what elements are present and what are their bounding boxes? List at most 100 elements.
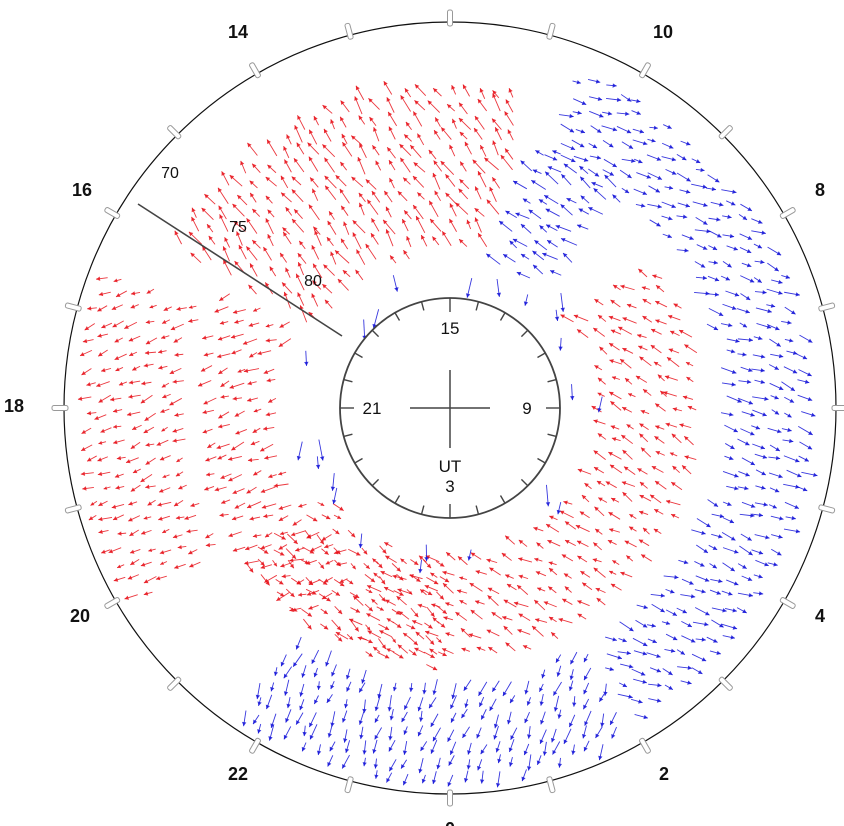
red-vector-head (98, 352, 103, 357)
blue-vector-head (732, 608, 737, 613)
red-vector-head (368, 639, 373, 644)
red-vector-head (172, 379, 177, 384)
red-vector-head (565, 540, 570, 544)
red-vector-head (686, 376, 691, 381)
blue-vector-head (580, 176, 585, 182)
red-vector-head (486, 558, 491, 563)
blue-vector-head (733, 428, 738, 433)
blue-vector-head (642, 623, 648, 628)
inner-tick (499, 495, 506, 504)
red-vector-head (355, 85, 360, 91)
red-vector-head (474, 127, 479, 133)
blue-vector-head (652, 639, 657, 644)
blue-vector-head (578, 208, 584, 213)
red-vector-head (597, 433, 603, 438)
red-vector-head (354, 626, 359, 632)
blue-vector-head (702, 184, 707, 189)
red-vector-head (230, 334, 236, 339)
red-vector-head (470, 552, 476, 557)
blue-vector-head (403, 730, 408, 735)
red-vector-head (341, 133, 346, 139)
blue-vector-head (417, 731, 422, 737)
blue-vector-head (774, 488, 780, 493)
blue-vector-head (313, 672, 318, 678)
red-vector-head (366, 626, 371, 631)
blue-vector-head (342, 763, 347, 769)
red-vector-head (412, 620, 417, 625)
blue-vector-head (626, 650, 631, 656)
red-vector-head (610, 299, 616, 305)
blue-vector-head (795, 292, 800, 297)
red-vector-head (352, 220, 358, 225)
red-vector-head (159, 456, 165, 461)
blue-vector-head (627, 173, 632, 178)
red-vector-head (443, 616, 448, 621)
red-vector-head (397, 191, 403, 196)
blue-vector-head (560, 204, 566, 209)
blue-vector-head (714, 292, 720, 297)
red-vector-head (470, 609, 476, 615)
red-vector-head (629, 526, 634, 531)
red-vector-head (486, 199, 492, 205)
red-vector-head (77, 396, 83, 401)
blue-vector-head (642, 642, 648, 647)
blue-vector-head (735, 338, 740, 344)
red-vector-head (354, 96, 359, 101)
blue-vector-head (671, 203, 676, 209)
blue-vector-head (557, 763, 563, 768)
red-vector-head (114, 338, 120, 343)
red-vector-head (385, 599, 390, 604)
red-vector-head (313, 263, 318, 269)
blue-vector-head (745, 309, 750, 314)
red-vector-head (517, 585, 522, 590)
red-vector-head (292, 607, 298, 612)
blue-vector-head (764, 562, 769, 567)
red-vector-head (428, 624, 433, 629)
blue-vector-head (316, 685, 321, 690)
red-vector-head (339, 506, 344, 511)
red-vector-head (158, 516, 163, 521)
blue-vector-head (758, 574, 763, 579)
blue-vector-head (552, 156, 558, 161)
red-vector-head (537, 587, 542, 592)
red-vector-head (445, 632, 450, 637)
red-vector-head (408, 590, 413, 595)
blue-vector-head (374, 774, 379, 779)
red-vector-head (98, 502, 103, 506)
red-vector-head (312, 280, 317, 286)
blue-vector-head (674, 574, 679, 580)
blue-vector-head (332, 499, 337, 504)
blue-vector-head (684, 248, 689, 253)
red-vector-head (477, 99, 482, 104)
red-vector-head (610, 329, 616, 334)
blue-vector-head (713, 326, 719, 331)
inner-tick (499, 312, 506, 321)
red-vector-head (441, 648, 447, 653)
red-vector-head (295, 273, 300, 279)
blue-vector-head (737, 398, 742, 403)
inner-tick (547, 378, 557, 383)
blue-vector-head (665, 620, 671, 626)
blue-vector-head (689, 580, 694, 585)
blue-vector-head (534, 240, 539, 245)
red-vector-head (440, 623, 446, 628)
red-vector-head (609, 391, 614, 396)
outer-tick (167, 125, 182, 140)
blue-vector-head (422, 689, 427, 695)
blue-vector-head (430, 722, 435, 727)
red-vector-head (247, 142, 252, 148)
red-vector-head (278, 342, 284, 347)
red-vector-head (176, 458, 181, 462)
red-vector-head (609, 570, 614, 575)
red-vector-head (158, 365, 163, 370)
blue-vector-head (611, 733, 616, 739)
red-vector-head (388, 111, 393, 117)
red-vector-head (442, 231, 447, 236)
red-vector-head (513, 601, 519, 606)
red-vector-head (326, 237, 332, 242)
red-vector-head (400, 558, 405, 563)
blue-vector-head (583, 157, 589, 162)
red-vector-head (159, 550, 165, 555)
red-vector-head (140, 477, 146, 483)
outer-tick (818, 504, 836, 514)
